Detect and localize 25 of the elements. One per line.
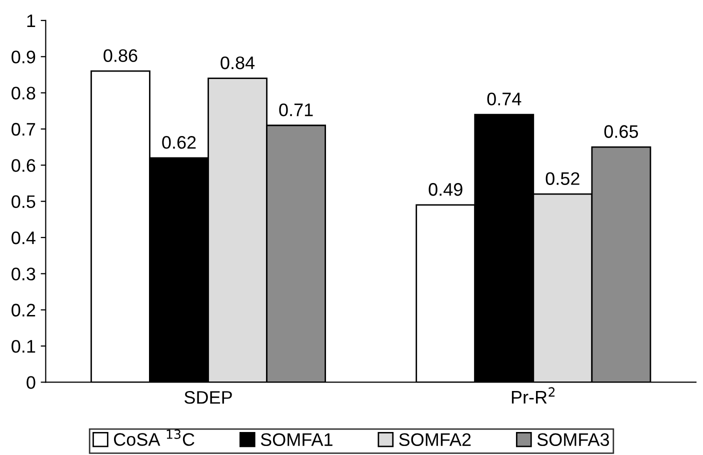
y-tick-label: 0.7: [12, 122, 36, 136]
data-label: 0.86: [104, 49, 138, 62]
y-tick-label: 0.1: [12, 340, 36, 353]
data-label: 0.49: [428, 183, 462, 196]
legend-label: SOMFA1: [260, 433, 332, 446]
data-label: 0.62: [162, 136, 196, 149]
y-tick-label: 0.3: [12, 268, 36, 280]
y-tick-label: 0: [26, 376, 36, 389]
y-tick-label: 0.6: [12, 159, 36, 172]
y-tick-label: 1: [27, 14, 36, 28]
y-tick-label: 0.5: [12, 195, 36, 208]
y-tick-label: 0.9: [12, 50, 36, 64]
data-label: 0.71: [279, 103, 313, 116]
y-tick-label: 0.2: [12, 304, 36, 317]
legend-label: CoSA $^{13}$C: [114, 429, 194, 446]
data-label: 0.74: [487, 92, 522, 106]
x-tick-label: Pr-R$^{2}$: [512, 387, 555, 404]
y-tick-label: 0.8: [12, 86, 36, 100]
data-label: 0.65: [604, 125, 638, 138]
x-tick-label: SDEP: [184, 391, 232, 404]
legend-label: SOMFA3: [537, 433, 609, 446]
legend-label: SOMFA2: [399, 433, 471, 446]
y-tick-label: 0.4: [12, 231, 36, 244]
data-label: 0.84: [220, 56, 255, 70]
data-label: 0.52: [546, 172, 580, 185]
